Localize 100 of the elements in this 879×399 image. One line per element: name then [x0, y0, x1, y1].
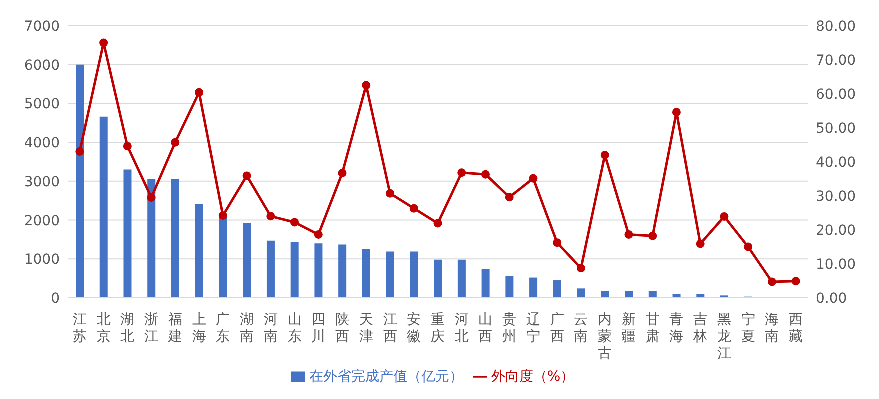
- bar: [553, 280, 562, 298]
- y2-tick-label: 40.00: [816, 154, 856, 171]
- point: [481, 170, 490, 179]
- point: [529, 174, 538, 183]
- x-tick-label: 广东: [216, 312, 230, 345]
- x-tick-label: 河南: [264, 312, 278, 345]
- point: [672, 108, 681, 117]
- y2-tick-label: 60.00: [816, 86, 856, 103]
- x-tick-label: 北京: [96, 312, 111, 345]
- x-tick-label: 青海: [670, 312, 684, 345]
- bar: [601, 291, 610, 298]
- point: [242, 172, 252, 180]
- point: [576, 264, 586, 273]
- bar: [290, 242, 299, 298]
- point: [768, 278, 776, 286]
- bar: [243, 223, 252, 298]
- point: [290, 218, 300, 227]
- y-tick-label: 3000: [24, 174, 60, 190]
- bar: [362, 249, 370, 298]
- x-tick-label: 上海: [192, 312, 206, 345]
- x-tick-label: 甘肃: [646, 312, 660, 345]
- point: [458, 168, 466, 178]
- x-tick-label: 云南: [574, 312, 588, 345]
- legend-label: 外向度（%）: [491, 369, 575, 385]
- bar: [124, 170, 132, 298]
- legend-label: 在外省完成产值（亿元）: [309, 369, 464, 385]
- point: [553, 238, 562, 248]
- bar: [171, 179, 180, 298]
- x-tick-label: 湖南: [240, 312, 254, 345]
- x-tick-label: 江苏: [72, 312, 87, 345]
- x-tick-label: 内蒙古: [598, 312, 612, 362]
- bar: [195, 204, 204, 298]
- bar: [148, 179, 156, 298]
- y2-tick-label: 0.00: [816, 290, 848, 307]
- bar: [100, 116, 108, 298]
- x-tick-label: 吉林: [692, 312, 708, 345]
- point: [147, 193, 156, 202]
- x-tick-label: 新疆: [622, 312, 636, 345]
- bar: [266, 240, 275, 298]
- y2-tick-label: 80.00: [816, 18, 856, 35]
- point: [792, 277, 800, 286]
- bar: [458, 260, 466, 298]
- y-tick-label: 1000: [24, 252, 60, 268]
- point: [314, 230, 323, 240]
- x-tick-label: 西藏: [789, 312, 804, 345]
- y-tick-label: 5000: [24, 96, 60, 113]
- point: [600, 150, 610, 160]
- bar: [672, 294, 681, 298]
- x-tick-label: 山西: [478, 312, 493, 345]
- point: [386, 189, 395, 198]
- x-tick-label: 黑龙江: [717, 312, 732, 362]
- y2-tick-label: 50.00: [816, 120, 856, 137]
- point: [100, 38, 108, 48]
- bar: [219, 214, 228, 298]
- bar: [314, 244, 323, 298]
- x-tick-label: 陕西: [336, 312, 350, 345]
- x-tick-label: 山东: [288, 312, 302, 345]
- point: [362, 81, 371, 90]
- x-tick-label: 天津: [359, 312, 374, 345]
- point: [76, 148, 84, 156]
- point: [744, 242, 753, 252]
- bar: [506, 276, 514, 298]
- point: [505, 193, 514, 202]
- x-tick-label: 重庆: [431, 312, 445, 345]
- y2-tick-label: 30.00: [816, 188, 856, 205]
- bar: [530, 278, 538, 298]
- bar: [577, 288, 586, 298]
- point: [434, 219, 442, 228]
- bar: [338, 244, 347, 298]
- point: [338, 168, 347, 178]
- point: [410, 204, 418, 213]
- x-tick-label: 贵州: [502, 312, 517, 345]
- point: [171, 138, 180, 147]
- x-tick-label: 宁夏: [741, 312, 756, 345]
- bar: [434, 260, 442, 298]
- bar: [696, 294, 705, 298]
- x-tick-label: 安徽: [407, 312, 422, 345]
- x-tick-label: 辽宁: [526, 312, 540, 345]
- y2-tick-label: 20.00: [816, 222, 856, 239]
- x-tick-label: 海南: [765, 312, 780, 345]
- x-tick-label: 江西: [383, 312, 398, 345]
- bar: [625, 291, 634, 298]
- bar: [76, 64, 84, 298]
- y2-tick-label: 10.00: [816, 256, 856, 273]
- point: [720, 212, 729, 221]
- point: [218, 211, 228, 220]
- x-tick-label: 河北: [454, 312, 469, 345]
- bar: [410, 252, 418, 298]
- x-tick-label: 湖北: [120, 312, 135, 345]
- point: [195, 88, 204, 97]
- y-tick-label: 4000: [24, 136, 60, 152]
- bar: [482, 269, 490, 298]
- x-tick-label: 四川: [312, 312, 326, 345]
- x-tick-label: 福建: [167, 312, 182, 345]
- point: [624, 230, 634, 240]
- y-tick-label: 0: [51, 290, 60, 307]
- y-tick-label: 6000: [24, 58, 60, 74]
- point: [266, 212, 276, 221]
- x-tick-label: 广西: [550, 312, 564, 345]
- point: [696, 240, 705, 248]
